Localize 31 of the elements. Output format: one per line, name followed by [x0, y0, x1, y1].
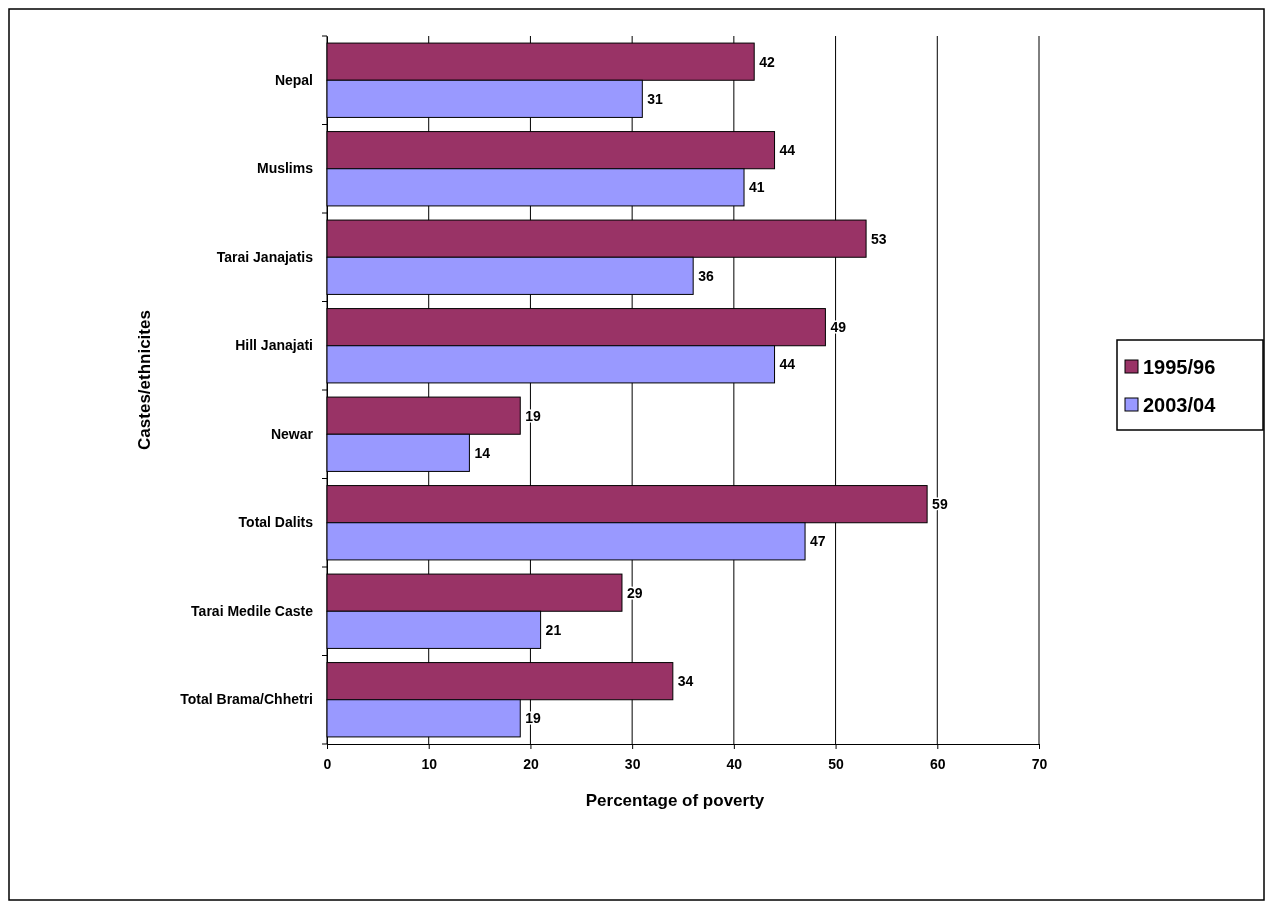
x-tick-label: 50	[828, 755, 845, 772]
legend-label: 1995/96	[1143, 356, 1216, 378]
y-tick-label: Hill Janajati	[235, 337, 313, 354]
data-label: 41	[749, 179, 765, 196]
y-tick-label: Tarai Janajatis	[216, 248, 314, 265]
data-label: 44	[779, 356, 796, 373]
data-label: 44	[779, 142, 796, 159]
data-label: 21	[545, 621, 562, 638]
y-tick-label: Nepal	[274, 71, 313, 88]
x-tick-label: 70	[1031, 755, 1048, 772]
y-tick-label: Tarai Medile Caste	[191, 602, 314, 619]
x-tick-label: 60	[930, 755, 946, 772]
y-tick-label: Muslims	[256, 160, 314, 177]
y-axis-title: Castes/ethnicites	[135, 310, 154, 450]
x-tick-label: 10	[421, 755, 438, 772]
data-label: 47	[810, 533, 826, 550]
y-tick-label: Total Dalits	[238, 514, 314, 531]
data-label: 31	[647, 90, 664, 107]
x-axis-title: Percentage of poverty	[585, 791, 765, 810]
legend-label: 2003/04	[1143, 394, 1217, 416]
x-tick-label: 0	[323, 755, 332, 772]
data-label: 53	[871, 230, 887, 247]
x-tick-label: 30	[624, 755, 641, 772]
data-label: 34	[677, 673, 694, 690]
data-label: 36	[698, 267, 714, 284]
data-label: 14	[474, 444, 491, 461]
data-label: 42	[759, 53, 775, 70]
x-tick-label: 40	[726, 755, 743, 772]
y-tick-label: Total Brama/Chhetri	[180, 691, 313, 708]
x-tick-label: 20	[523, 755, 539, 772]
y-tick-label: Newar	[270, 425, 314, 442]
